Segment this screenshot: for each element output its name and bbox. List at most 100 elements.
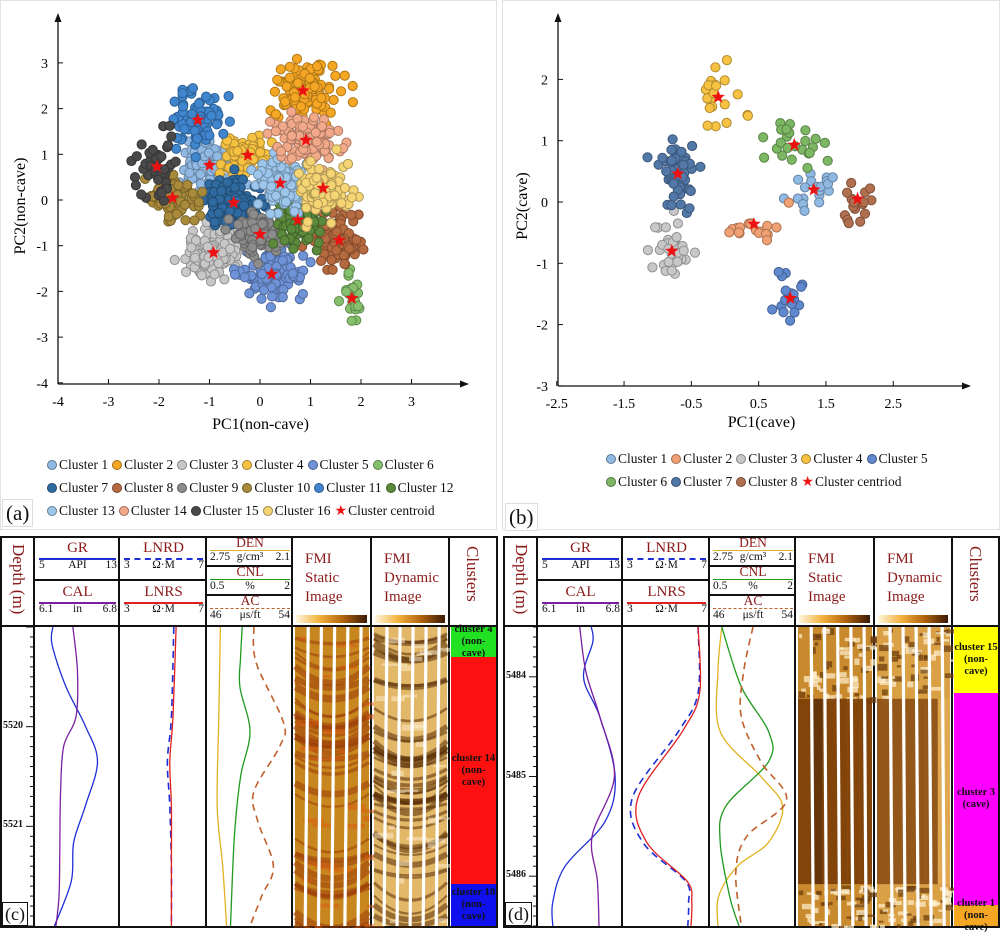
fmi-speckle	[879, 909, 888, 915]
data-point	[270, 126, 281, 137]
fmi-speckle	[406, 837, 427, 841]
log-curves-svg	[529, 626, 961, 928]
lnrs-max: 7	[198, 603, 204, 615]
legend-dot-icon	[736, 477, 747, 487]
fmi-cave-strip	[877, 698, 890, 885]
fmi-pad-gap	[382, 626, 389, 927]
data-point	[810, 133, 821, 144]
fmi-speckle	[841, 885, 852, 891]
data-point	[326, 180, 337, 191]
fmi-speckle	[381, 663, 408, 666]
fmi-speckle	[915, 901, 926, 907]
series-cluster-6	[758, 118, 833, 174]
data-point	[272, 74, 283, 85]
fmi-speckle	[831, 923, 839, 928]
fmi-speckle	[945, 629, 957, 634]
data-point	[666, 265, 677, 276]
data-point	[265, 302, 276, 313]
fmi-speckle	[897, 911, 909, 916]
gr-min: 5	[39, 559, 45, 571]
legend-item: Cluster 1	[606, 447, 667, 470]
data-point	[352, 301, 364, 312]
data-point	[859, 208, 871, 219]
fmi-speckle	[922, 685, 930, 689]
data-point	[267, 291, 278, 302]
y-tick-label: 1	[41, 148, 48, 163]
cluster-zone-label: cluster 3	[956, 786, 995, 798]
data-point	[193, 197, 204, 208]
centroid-star	[202, 158, 217, 171]
lnrd-min: 3	[627, 559, 633, 571]
legend-item: Cluster 3	[177, 453, 238, 476]
fmi-speckle	[438, 817, 461, 820]
data-point	[169, 96, 180, 107]
legend-label: Cluster 10	[254, 480, 311, 495]
fmi-speckle	[908, 642, 918, 650]
centroid-star	[150, 159, 164, 173]
points	[642, 55, 877, 326]
fmi-speckle	[945, 890, 954, 893]
data-point	[248, 154, 259, 165]
fmi-speckle	[893, 676, 904, 682]
fmi-speckle	[869, 892, 880, 898]
legend-label: Cluster 2	[124, 457, 174, 472]
data-point	[258, 285, 269, 296]
data-point	[865, 183, 876, 194]
fmi-speckle	[853, 637, 861, 643]
fmi-speckle	[945, 631, 950, 637]
data-point	[668, 191, 679, 202]
fmi-speckle	[384, 637, 405, 644]
legend-dot-icon	[385, 483, 396, 493]
legend-label: Cluster 14	[130, 503, 187, 518]
fmi-speckle	[825, 673, 836, 679]
data-point	[223, 214, 234, 225]
legend-item: Cluster 7	[47, 476, 108, 499]
data-point	[171, 208, 182, 220]
data-point	[255, 147, 266, 158]
lnrs-curve	[635, 626, 702, 927]
legend-dot-icon	[112, 460, 123, 470]
fmi-dynamic-column	[875, 536, 953, 928]
series-cluster-7	[642, 134, 706, 219]
legend-item: ★Cluster centriod	[801, 470, 901, 494]
data-point	[330, 70, 341, 82]
points	[126, 53, 369, 326]
fmi-bedding	[293, 916, 371, 928]
fmi-dynamic-image	[371, 626, 466, 928]
data-point	[266, 229, 278, 240]
centroid-star	[206, 245, 221, 259]
fmi-speckle	[814, 642, 819, 646]
legend-item: Cluster 4	[242, 453, 304, 476]
depth-column	[503, 536, 538, 928]
fmi-speckle	[891, 650, 900, 657]
fmi-speckle	[905, 647, 915, 654]
lnrs-curve	[169, 626, 177, 926]
axes: -4 -3 -2 -1 0 1 2 3 -4 -3 -2 -1 0 1 2 3	[36, 13, 469, 410]
legend-row: Cluster 1 Cluster 2 Cluster 3 Cluster 4 Clus…	[606, 447, 932, 470]
fmi-speckle	[890, 680, 897, 687]
y-tick-label: -2	[36, 285, 48, 300]
centroid-star	[227, 195, 241, 209]
legend-label: Cluster 6	[618, 474, 668, 489]
fmi-pad-gap	[408, 626, 415, 927]
ac-curve	[249, 626, 287, 927]
legend-dot-icon	[47, 483, 57, 493]
data-point	[288, 243, 299, 254]
fmi-speckle	[864, 889, 872, 895]
fmi-speckle	[896, 924, 901, 928]
data-point	[305, 257, 316, 268]
fmi-speckle	[843, 666, 848, 671]
fmi-speckle	[827, 628, 835, 635]
series-cluster-14	[262, 106, 352, 180]
data-point	[235, 229, 246, 240]
y-tick-label: 0	[41, 194, 48, 209]
lnrs-min: 3	[627, 603, 633, 615]
fmi-speckle	[941, 639, 950, 642]
header-third-divider	[207, 565, 293, 567]
header-third-divider	[710, 565, 796, 567]
data-point	[193, 98, 204, 109]
data-point	[180, 215, 191, 226]
legend-item: Cluster 10	[242, 476, 310, 499]
den-cnl-ac-column	[207, 536, 293, 928]
fmi-speckle	[358, 809, 375, 814]
